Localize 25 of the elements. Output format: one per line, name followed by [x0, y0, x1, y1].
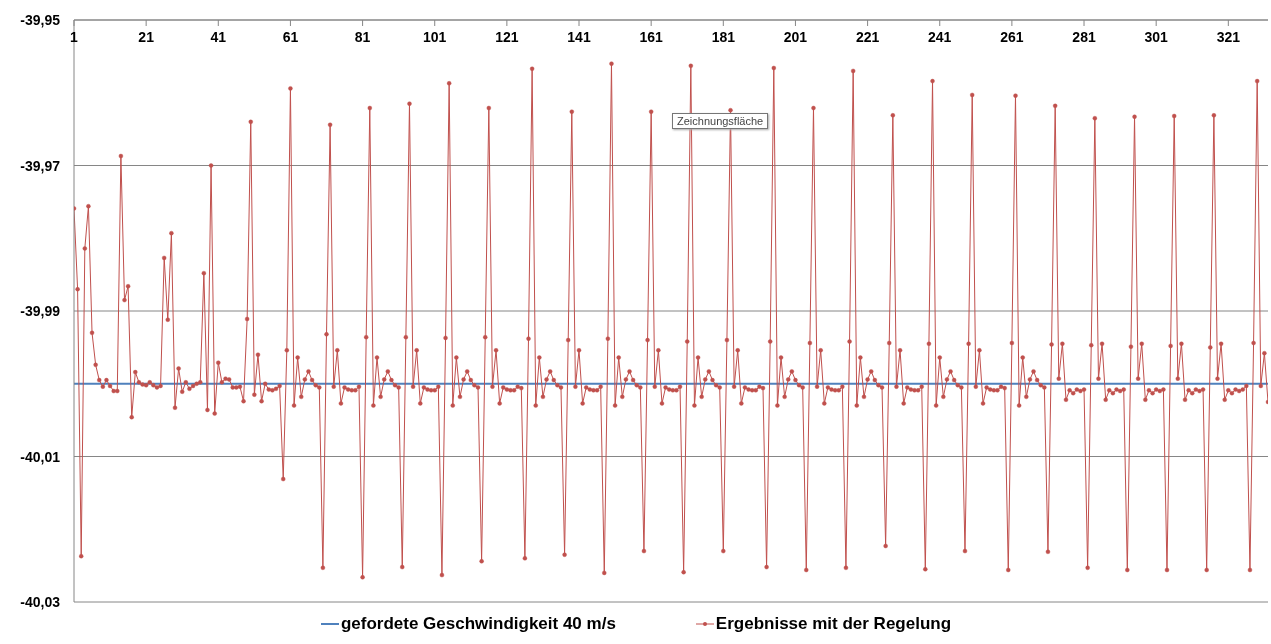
x-tick-label: 61 [282, 29, 299, 45]
x-tick-label: 321 [1216, 29, 1241, 45]
y-tick-label: -39,95 [20, 12, 61, 28]
x-tick-label: 241 [928, 29, 952, 45]
x-tick-label: 181 [711, 29, 736, 45]
x-tick-label: 81 [354, 29, 371, 45]
legend-label: Ergebnisse mit der Regelung [715, 614, 952, 634]
x-tick-label: 281 [1072, 29, 1096, 45]
x-tick-label: 221 [855, 29, 880, 45]
x-tick-label: 101 [423, 29, 447, 45]
x-tick-label: 201 [783, 29, 808, 45]
x-tick-label: 121 [495, 29, 519, 45]
legend-label: gefordete Geschwindigkeit 40 m/s [340, 614, 616, 634]
x-tick-label: 141 [567, 29, 591, 45]
x-tick-label: 301 [1144, 29, 1169, 45]
annotation: Zeichnungsfläche [672, 113, 769, 129]
x-tick-label: 41 [210, 29, 227, 45]
x-tick-label: 261 [1000, 29, 1024, 45]
y-tick-label: -39,99 [20, 303, 61, 319]
x-tick-label: 21 [138, 29, 155, 45]
y-tick-label: -40,01 [20, 448, 61, 465]
y-tick-label: -39,97 [20, 157, 61, 174]
y-tick-label: -40,03 [20, 594, 61, 610]
x-tick-label: 1 [70, 29, 79, 45]
x-tick-label: 161 [639, 29, 664, 45]
